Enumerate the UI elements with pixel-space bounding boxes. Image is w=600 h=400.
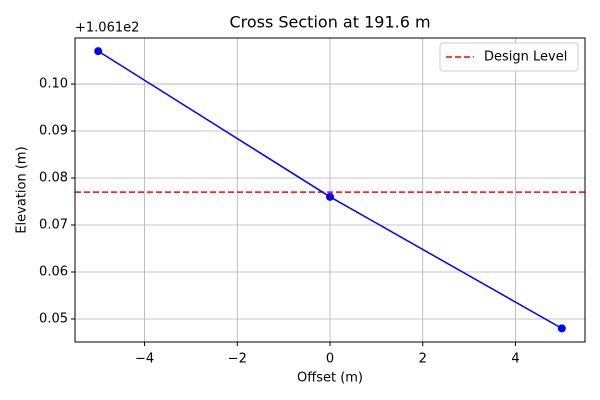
x-tick-label: 4 [511, 352, 519, 367]
plot-frame [74, 37, 586, 343]
point [557, 324, 566, 333]
x-axis-label: Offset (m) [297, 371, 363, 386]
x-tick-label: −2 [228, 352, 247, 367]
point [94, 47, 103, 56]
point [326, 192, 334, 201]
y-tick-label: 0.05 [39, 311, 68, 326]
x-tick-label: 0 [326, 352, 334, 367]
y-tick-label: 0.08 [39, 171, 68, 186]
y-tick-label: 0.10 [39, 77, 68, 92]
y-axis-label: Elevation (m) [15, 146, 30, 233]
chart-title: Cross Section at 191.6 m [229, 13, 430, 32]
y-tick-label: 0.07 [39, 218, 68, 233]
legend-box [439, 42, 579, 72]
y-offset-text: +1.061e2 [75, 21, 139, 36]
x-tick-label: 2 [419, 352, 427, 367]
y-tick-label: 0.06 [39, 264, 68, 279]
legend-label: Design Level [484, 50, 567, 65]
y-tick-label: 0.09 [39, 124, 68, 139]
x-tick-label: −4 [135, 352, 154, 367]
